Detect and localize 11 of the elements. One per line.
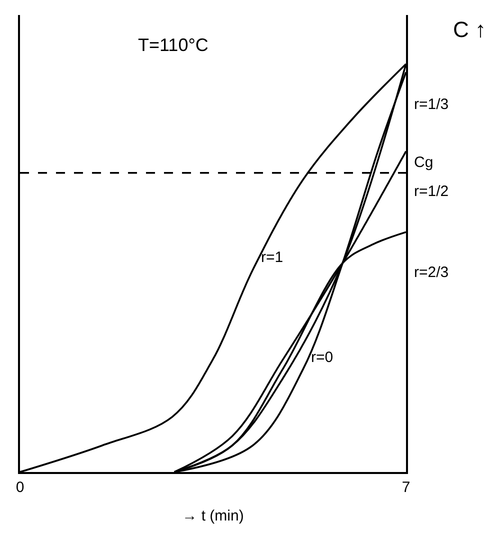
annotation: r=2/3 — [414, 264, 449, 281]
annotation: r=0 — [311, 349, 334, 366]
annotation: r=1 — [261, 249, 284, 266]
chart-title: T=110°C — [138, 35, 208, 55]
ref-line-label: Cg — [414, 154, 434, 171]
x-axis-title: → t (min) — [182, 508, 244, 524]
y-axis-title: C ↑ — [453, 17, 486, 42]
annotation: r=1/2 — [414, 183, 449, 200]
annotation: r=1/3 — [414, 96, 449, 113]
x-tick-label: 7 — [402, 479, 410, 496]
x-tick-label: 0 — [16, 479, 24, 496]
